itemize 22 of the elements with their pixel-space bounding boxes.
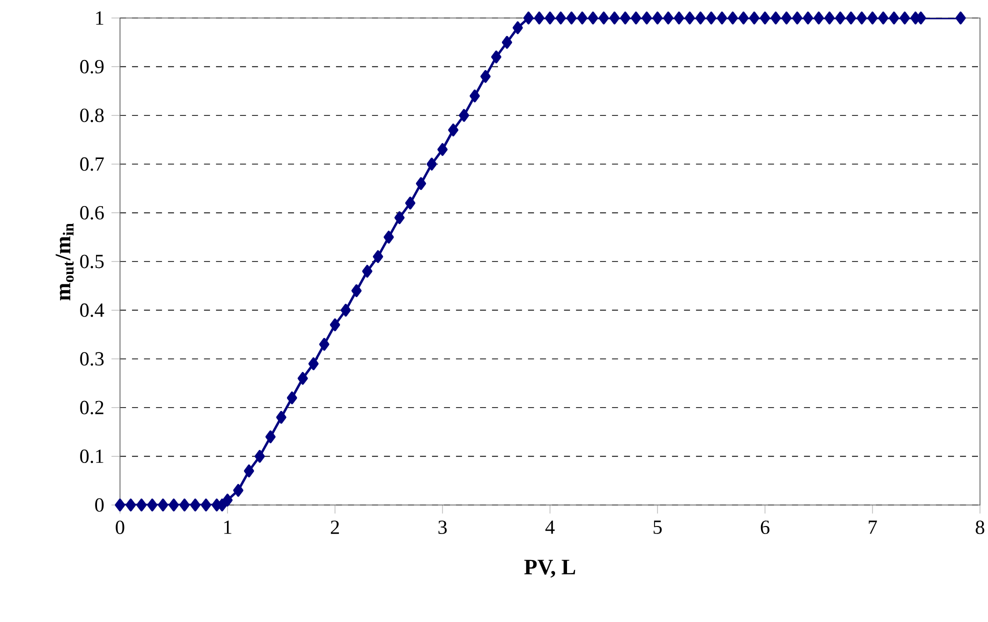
x-tick-label: 5	[654, 520, 662, 534]
y-tick-label: 0.4	[80, 303, 104, 317]
x-axis-title: PV, L	[524, 560, 576, 578]
x-tick-label: 0	[116, 520, 124, 534]
y-tick-label: 0.7	[80, 157, 104, 171]
y-tick-label: 0.1	[80, 450, 104, 464]
y-tick-label: 0.9	[80, 60, 104, 74]
y-axis-title: m$_{out}$/m$_{in}$	[56, 223, 74, 300]
y-tick-label: 0.5	[80, 254, 104, 268]
x-tick-label: 4	[545, 520, 555, 534]
y-tick-label: 0.2	[80, 400, 104, 414]
y-tick-label: 0.3	[80, 352, 104, 366]
y-tick-label: 0.8	[80, 108, 104, 122]
x-tick-label: 8	[976, 520, 984, 534]
y-tick-label: 0.6	[80, 206, 104, 220]
x-tick-label: 1	[224, 520, 232, 534]
x-tick-label: 6	[760, 520, 770, 534]
x-tick-label: 3	[438, 520, 447, 534]
y-tick-label: 1	[96, 11, 104, 25]
x-tick-label: 2	[330, 520, 339, 534]
x-tick-label: 7	[868, 520, 877, 534]
y-tick-label: 0	[95, 498, 104, 512]
